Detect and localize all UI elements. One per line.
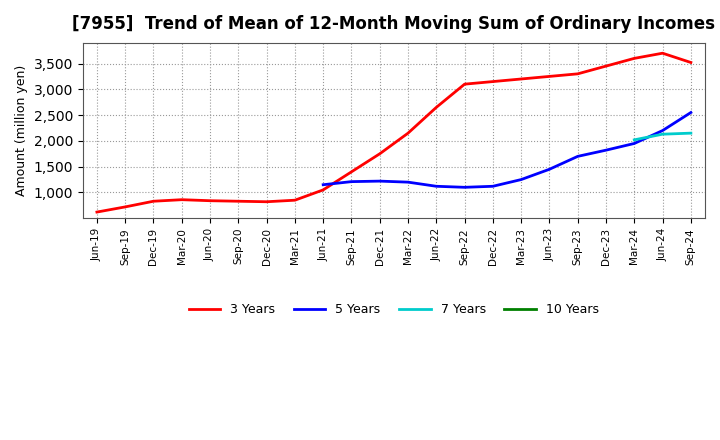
Y-axis label: Amount (million yen): Amount (million yen) (15, 65, 28, 196)
Legend: 3 Years, 5 Years, 7 Years, 10 Years: 3 Years, 5 Years, 7 Years, 10 Years (184, 298, 603, 321)
Title: [7955]  Trend of Mean of 12-Month Moving Sum of Ordinary Incomes: [7955] Trend of Mean of 12-Month Moving … (73, 15, 716, 33)
